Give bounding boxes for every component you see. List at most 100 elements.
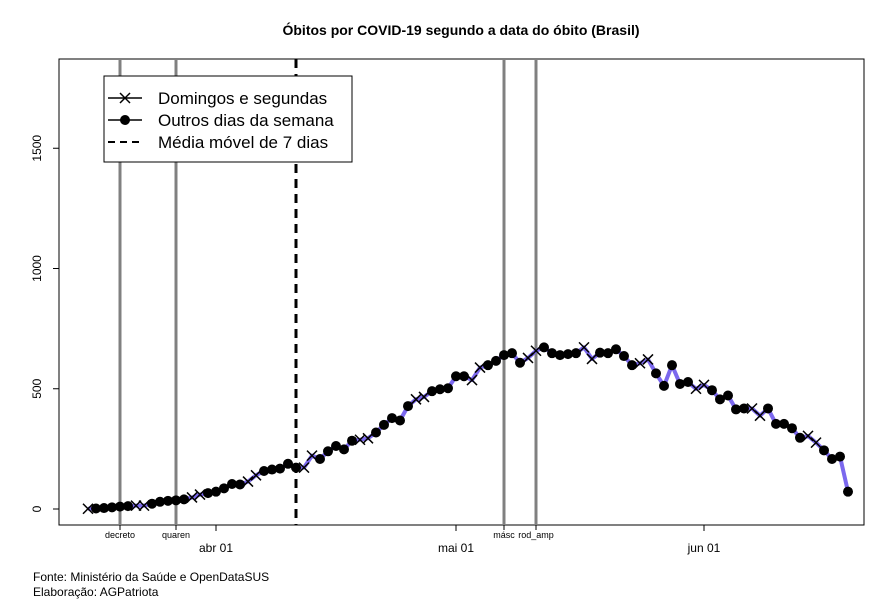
data-point-x <box>410 393 422 405</box>
data-point-dot <box>795 432 805 443</box>
x-marker-stroke <box>82 503 94 515</box>
data-point-dot <box>827 453 837 464</box>
data-point-dot <box>787 423 797 434</box>
footer-source: Fonte: Ministério da Saúde e OpenDataSUS <box>33 570 270 584</box>
data-point-dot <box>443 383 453 394</box>
data-point-dot <box>203 488 213 499</box>
data-point-dot <box>339 444 349 455</box>
legend-x-marker <box>119 92 131 104</box>
data-point-dot <box>395 415 405 426</box>
data-point-dot <box>571 348 581 359</box>
x-marker-stroke <box>754 410 766 422</box>
x-marker-stroke <box>410 393 422 405</box>
x-marker-stroke <box>634 357 646 369</box>
data-point-dot <box>323 446 333 457</box>
x-marker-stroke <box>418 391 430 403</box>
x-marker-stroke <box>362 432 374 444</box>
data-point-dot <box>835 451 845 462</box>
data-point-dot <box>315 453 325 464</box>
event-label: rod_amp <box>518 530 554 540</box>
data-point-dot <box>459 371 469 382</box>
data-point-dot <box>627 360 637 371</box>
x-marker-stroke <box>802 430 814 442</box>
data-point-dot <box>611 344 621 355</box>
data-point-x <box>130 500 142 512</box>
legend-label: Média móvel de 7 dias <box>158 133 328 152</box>
data-point-dot <box>515 357 525 368</box>
data-point-dot <box>227 478 237 489</box>
legend-label: Outros dias da semana <box>158 111 334 130</box>
data-point-x <box>810 437 822 449</box>
y-tick-label: 1000 <box>30 255 44 282</box>
data-point-dot <box>771 418 781 429</box>
data-point-x <box>642 353 654 365</box>
data-point-dot <box>507 348 517 359</box>
x-marker-stroke <box>578 341 590 353</box>
data-point-dot <box>675 378 685 389</box>
data-point-dot <box>723 390 733 401</box>
data-point-dot <box>235 479 245 490</box>
data-point-dot <box>347 435 357 446</box>
data-point-x <box>586 353 598 365</box>
x-marker-stroke <box>746 402 758 415</box>
event-label: decreto <box>105 530 135 540</box>
data-point-dot <box>211 486 221 497</box>
data-point-dot <box>123 501 133 512</box>
x-tick-label: jun 01 <box>687 541 721 555</box>
x-marker-stroke <box>466 374 478 386</box>
x-marker-stroke <box>586 353 598 365</box>
data-point-dot <box>739 403 749 414</box>
data-point-dot <box>683 377 693 388</box>
data-point-dot <box>91 503 101 514</box>
data-point-dot <box>435 384 445 395</box>
data-point-dot <box>547 348 557 359</box>
legend-dot-marker <box>120 115 130 125</box>
data-point-x <box>578 341 590 353</box>
data-point-x <box>186 491 198 503</box>
legend-label: Domingos e segundas <box>158 89 327 108</box>
data-point-dot <box>499 350 509 361</box>
data-point-dot <box>163 495 173 506</box>
x-tick-label: mai 01 <box>438 541 474 555</box>
data-point-dot <box>99 503 109 514</box>
x-marker-stroke <box>186 491 198 503</box>
x-marker-stroke <box>242 476 254 488</box>
data-point-dot <box>483 360 493 371</box>
footer-credit: Elaboração: AGPatriota <box>33 585 159 599</box>
data-point-x <box>82 503 94 515</box>
data-point-x <box>690 383 702 395</box>
data-point-dot <box>379 419 389 430</box>
data-point-dot <box>267 464 277 475</box>
data-point-dot <box>563 349 573 360</box>
data-point-dot <box>659 380 669 391</box>
data-point-dot <box>155 496 165 507</box>
data-point-dot <box>843 486 853 497</box>
data-point-dot <box>731 404 741 415</box>
data-point-x <box>362 432 374 444</box>
y-tick-label: 0 <box>30 505 44 512</box>
chart-title: Óbitos por COVID-19 segundo a data do ób… <box>282 21 639 38</box>
legend-box <box>103 75 353 163</box>
data-point-dot <box>259 466 269 477</box>
data-point-x <box>418 391 430 403</box>
data-point-x <box>754 410 766 422</box>
data-point-dot <box>427 386 437 397</box>
x-marker-stroke <box>690 383 702 395</box>
data-point-dot <box>275 463 285 474</box>
x-marker-stroke <box>298 462 310 474</box>
data-point-dot <box>147 498 157 509</box>
data-point-dot <box>667 360 677 371</box>
data-point-dot <box>451 371 461 382</box>
data-point-dot <box>651 368 661 379</box>
data-point-dot <box>171 495 181 506</box>
x-marker-stroke <box>306 450 318 462</box>
data-point-dot <box>283 458 293 469</box>
data-point-dot <box>331 440 341 451</box>
data-point-dot <box>779 418 789 429</box>
x-marker-stroke <box>642 353 654 365</box>
x-marker-stroke <box>194 489 206 501</box>
data-point-dot <box>619 351 629 362</box>
x-tick-label: abr 01 <box>199 541 233 555</box>
data-point-x <box>466 374 478 386</box>
